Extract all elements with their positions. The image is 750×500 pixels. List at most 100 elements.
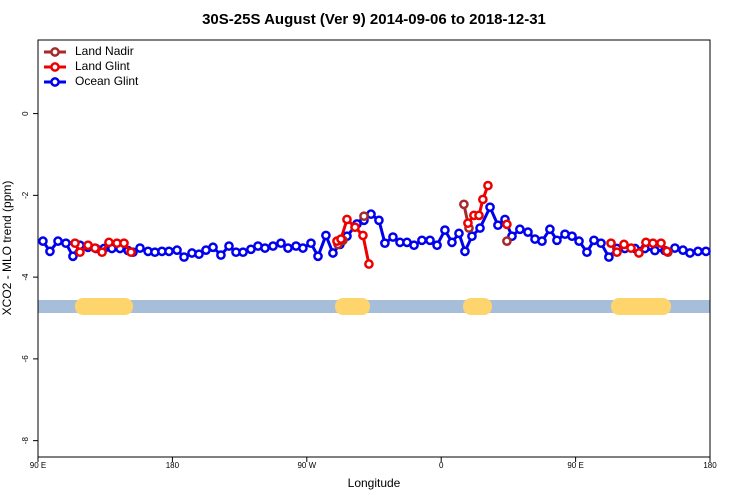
point — [502, 236, 512, 246]
y-tick-label: -8 — [21, 437, 30, 445]
point — [90, 243, 100, 253]
point — [61, 238, 71, 249]
point — [75, 247, 85, 258]
point — [417, 235, 427, 246]
point — [502, 219, 512, 230]
point — [374, 215, 384, 226]
point — [454, 228, 464, 239]
y-tick-label: -6 — [21, 355, 30, 363]
point — [364, 259, 374, 269]
point — [432, 240, 442, 251]
point — [537, 236, 547, 246]
legend-marker — [50, 47, 60, 57]
point — [358, 230, 368, 241]
point — [463, 218, 473, 229]
y-axis-label: XCO2 - MLO trend (ppm) — [0, 181, 14, 316]
point — [474, 210, 484, 221]
point — [208, 242, 218, 253]
point — [328, 248, 338, 258]
land-band — [611, 298, 671, 315]
point — [179, 252, 189, 262]
point — [321, 230, 331, 241]
point — [475, 223, 485, 233]
point — [460, 246, 470, 257]
legend-label: Land Glint — [75, 59, 130, 73]
point — [523, 227, 533, 237]
point — [483, 180, 493, 191]
point — [283, 243, 293, 253]
point — [670, 243, 680, 253]
chart-title: 30S-25S August (Ver 9) 2014-09-06 to 201… — [202, 11, 546, 28]
point — [567, 231, 577, 242]
point — [260, 243, 270, 253]
point — [359, 211, 369, 222]
point — [342, 214, 352, 225]
point — [440, 225, 450, 235]
point — [409, 240, 419, 251]
ocean-band — [38, 300, 710, 313]
point — [68, 251, 78, 262]
point — [216, 250, 226, 260]
point — [53, 236, 63, 246]
point — [552, 235, 562, 246]
point — [119, 238, 129, 249]
land-band — [335, 298, 370, 315]
point — [515, 224, 525, 235]
point — [238, 247, 248, 258]
land-band — [463, 298, 492, 315]
plot-frame — [37, 39, 711, 458]
legend-marker — [50, 62, 60, 72]
point — [126, 247, 136, 258]
point — [268, 241, 278, 251]
point — [485, 202, 495, 213]
point — [70, 238, 80, 249]
x-tick-label: 90 W — [297, 461, 316, 470]
point — [38, 236, 48, 246]
point — [194, 249, 204, 260]
point — [97, 247, 107, 258]
y-tick-label: -4 — [21, 273, 30, 281]
point — [612, 247, 622, 258]
point — [135, 243, 145, 253]
point — [313, 251, 323, 262]
point — [478, 194, 488, 205]
land-band — [75, 298, 133, 315]
series — [70, 180, 672, 269]
series — [38, 202, 711, 262]
x-axis-label: Longitude — [348, 476, 401, 490]
point — [104, 237, 114, 248]
point — [493, 220, 503, 231]
point — [545, 224, 555, 235]
y-tick-label: -2 — [21, 191, 30, 199]
point — [350, 222, 360, 233]
point — [606, 238, 616, 249]
y-tick-label: 0 — [21, 111, 30, 116]
point — [164, 246, 174, 257]
point — [425, 235, 435, 246]
point — [685, 248, 695, 258]
land-ocean-band — [38, 298, 710, 315]
legend-label: Ocean Glint — [75, 74, 139, 88]
point — [459, 199, 469, 210]
point — [388, 232, 398, 242]
point — [650, 245, 660, 256]
point — [604, 252, 614, 262]
x-tick-label: 0 — [439, 461, 444, 470]
point — [634, 248, 644, 258]
x-tick-label: 180 — [166, 461, 180, 470]
point — [276, 238, 286, 249]
point — [701, 246, 711, 257]
x-tick-label: 90 E — [30, 461, 46, 470]
point — [306, 238, 316, 249]
legend-label: Land Nadir — [75, 44, 134, 58]
x-tick-label: 180 — [703, 461, 717, 470]
point — [619, 239, 629, 250]
point — [172, 245, 182, 255]
point — [336, 234, 346, 244]
point — [298, 243, 308, 253]
point — [648, 238, 658, 249]
point — [662, 246, 672, 257]
x-tick-label: 90 E — [567, 461, 583, 470]
point — [380, 238, 390, 249]
